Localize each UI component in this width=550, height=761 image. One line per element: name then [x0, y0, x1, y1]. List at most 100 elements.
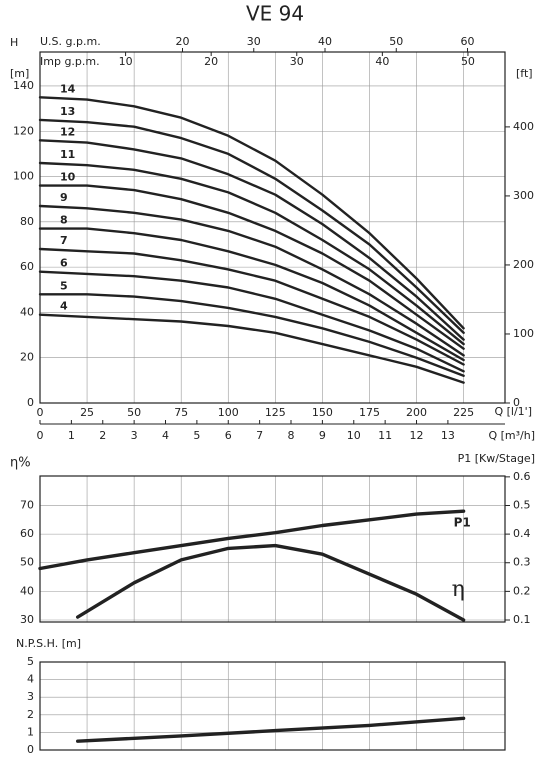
axis-label: Q [m³/h] — [488, 429, 535, 442]
curve — [38, 247, 465, 366]
x-tick-label: 75 — [174, 406, 188, 419]
x-tick-label: 0 — [37, 429, 44, 442]
y2-tick-label: 200 — [513, 258, 534, 271]
y-tick-label: 20 — [20, 351, 34, 364]
curve-label: 10 — [60, 171, 76, 184]
x-tick-label: 10 — [119, 55, 133, 68]
curve — [38, 227, 465, 362]
curve — [38, 161, 465, 346]
y-tick-label: 5 — [27, 655, 34, 668]
y-tick-label: 4 — [27, 673, 34, 686]
curve — [38, 96, 465, 330]
chart-title: VE 94 — [246, 2, 304, 26]
x-tick-label: 3 — [131, 429, 138, 442]
y2-tick-label: 0.5 — [513, 498, 531, 511]
y2-tick-label: 100 — [513, 327, 534, 340]
curve-label: 5 — [60, 279, 68, 292]
curve-label: η — [452, 577, 465, 602]
curve — [76, 543, 466, 622]
x-tick-label: 150 — [312, 406, 333, 419]
y-tick-label: 100 — [13, 170, 34, 183]
y-tick-label: 70 — [20, 498, 34, 511]
axis-label: U.S. g.p.m. — [40, 35, 101, 48]
x-tick-label: 9 — [319, 429, 326, 442]
curve-label: 4 — [60, 300, 68, 313]
plot-frame — [39, 661, 506, 751]
curve — [38, 509, 466, 571]
y-tick-label: 60 — [20, 527, 34, 540]
y-tick-label: 3 — [27, 690, 34, 703]
plot-frame — [39, 51, 506, 404]
curve-label: 11 — [60, 148, 75, 161]
y2-axis-label: [ft] — [516, 67, 533, 80]
x-tick-label: 20 — [176, 35, 190, 48]
x-tick-label: 25 — [80, 406, 94, 419]
y2-tick-label: 0 — [513, 396, 520, 409]
curve — [76, 716, 466, 743]
curve — [38, 313, 465, 384]
curve-label: 14 — [60, 82, 76, 95]
y-tick-label: 0 — [27, 396, 34, 409]
y-axis-label: H — [10, 36, 18, 49]
x-tick-label: 30 — [290, 55, 304, 68]
curve-label: 9 — [60, 191, 68, 204]
axis-label: Imp g.p.m. — [40, 55, 100, 68]
curve-label: 7 — [60, 234, 68, 247]
y-tick-label: 2 — [27, 708, 34, 721]
y-tick-label: 1 — [27, 725, 34, 738]
curve — [38, 204, 465, 357]
y2-tick-label: 0.1 — [513, 613, 531, 626]
y-tick-label: 0 — [27, 743, 34, 756]
x-axis-label: Q [l/1'] — [494, 405, 532, 418]
x-tick-label: 0 — [37, 406, 44, 419]
y2-tick-label: 0.3 — [513, 556, 531, 569]
y-axis-unit: [m] — [10, 67, 29, 80]
curve-label: 6 — [60, 257, 68, 270]
curve — [38, 118, 465, 334]
x-tick-label: 7 — [256, 429, 263, 442]
curve — [38, 270, 465, 373]
y2-tick-label: 0.4 — [513, 527, 531, 540]
y2-tick-label: 400 — [513, 120, 534, 133]
curve — [38, 139, 465, 341]
y-tick-label: 40 — [20, 305, 34, 318]
y-tick-label: 80 — [20, 215, 34, 228]
y2-tick-label: 0.6 — [513, 470, 531, 483]
x-tick-label: 225 — [453, 406, 474, 419]
curve — [38, 293, 465, 377]
x-tick-label: 5 — [193, 429, 200, 442]
x-tick-label: 20 — [204, 55, 218, 68]
x-tick-label: 50 — [389, 35, 403, 48]
x-tick-label: 40 — [318, 35, 332, 48]
plot-frame — [39, 475, 506, 623]
y2-axis-label: P1 [Kw/Stage] — [458, 452, 535, 465]
x-tick-label: 100 — [218, 406, 239, 419]
curve-label: 13 — [60, 105, 75, 118]
curve-label: 12 — [60, 125, 75, 138]
y-tick-label: 60 — [20, 260, 34, 273]
y-tick-label: 40 — [20, 584, 34, 597]
x-tick-label: 60 — [461, 35, 475, 48]
plots: 0 25 50 75 100 125 150 175 200 225020406080100120… — [13, 35, 535, 756]
x-tick-label: 12 — [410, 429, 424, 442]
x-tick-label: 2 — [99, 429, 106, 442]
y-tick-label: 120 — [13, 124, 34, 137]
x-tick-label: 13 — [441, 429, 455, 442]
x-tick-label: 4 — [162, 429, 169, 442]
x-tick-label: 200 — [406, 406, 427, 419]
y-tick-label: 30 — [20, 613, 34, 626]
curve-label: 8 — [60, 214, 68, 227]
x-tick-label: 11 — [378, 429, 392, 442]
y-tick-label: 140 — [13, 79, 34, 92]
curve — [38, 184, 465, 350]
x-tick-label: 50 — [127, 406, 141, 419]
y-tick-label: 50 — [20, 556, 34, 569]
curve-label: P1 — [454, 516, 471, 530]
x-tick-label: 1 — [68, 429, 75, 442]
x-tick-label: 175 — [359, 406, 380, 419]
x-tick-label: 40 — [375, 55, 389, 68]
x-tick-label: 6 — [225, 429, 232, 442]
x-tick-label: 8 — [288, 429, 295, 442]
x-tick-label: 10 — [347, 429, 361, 442]
